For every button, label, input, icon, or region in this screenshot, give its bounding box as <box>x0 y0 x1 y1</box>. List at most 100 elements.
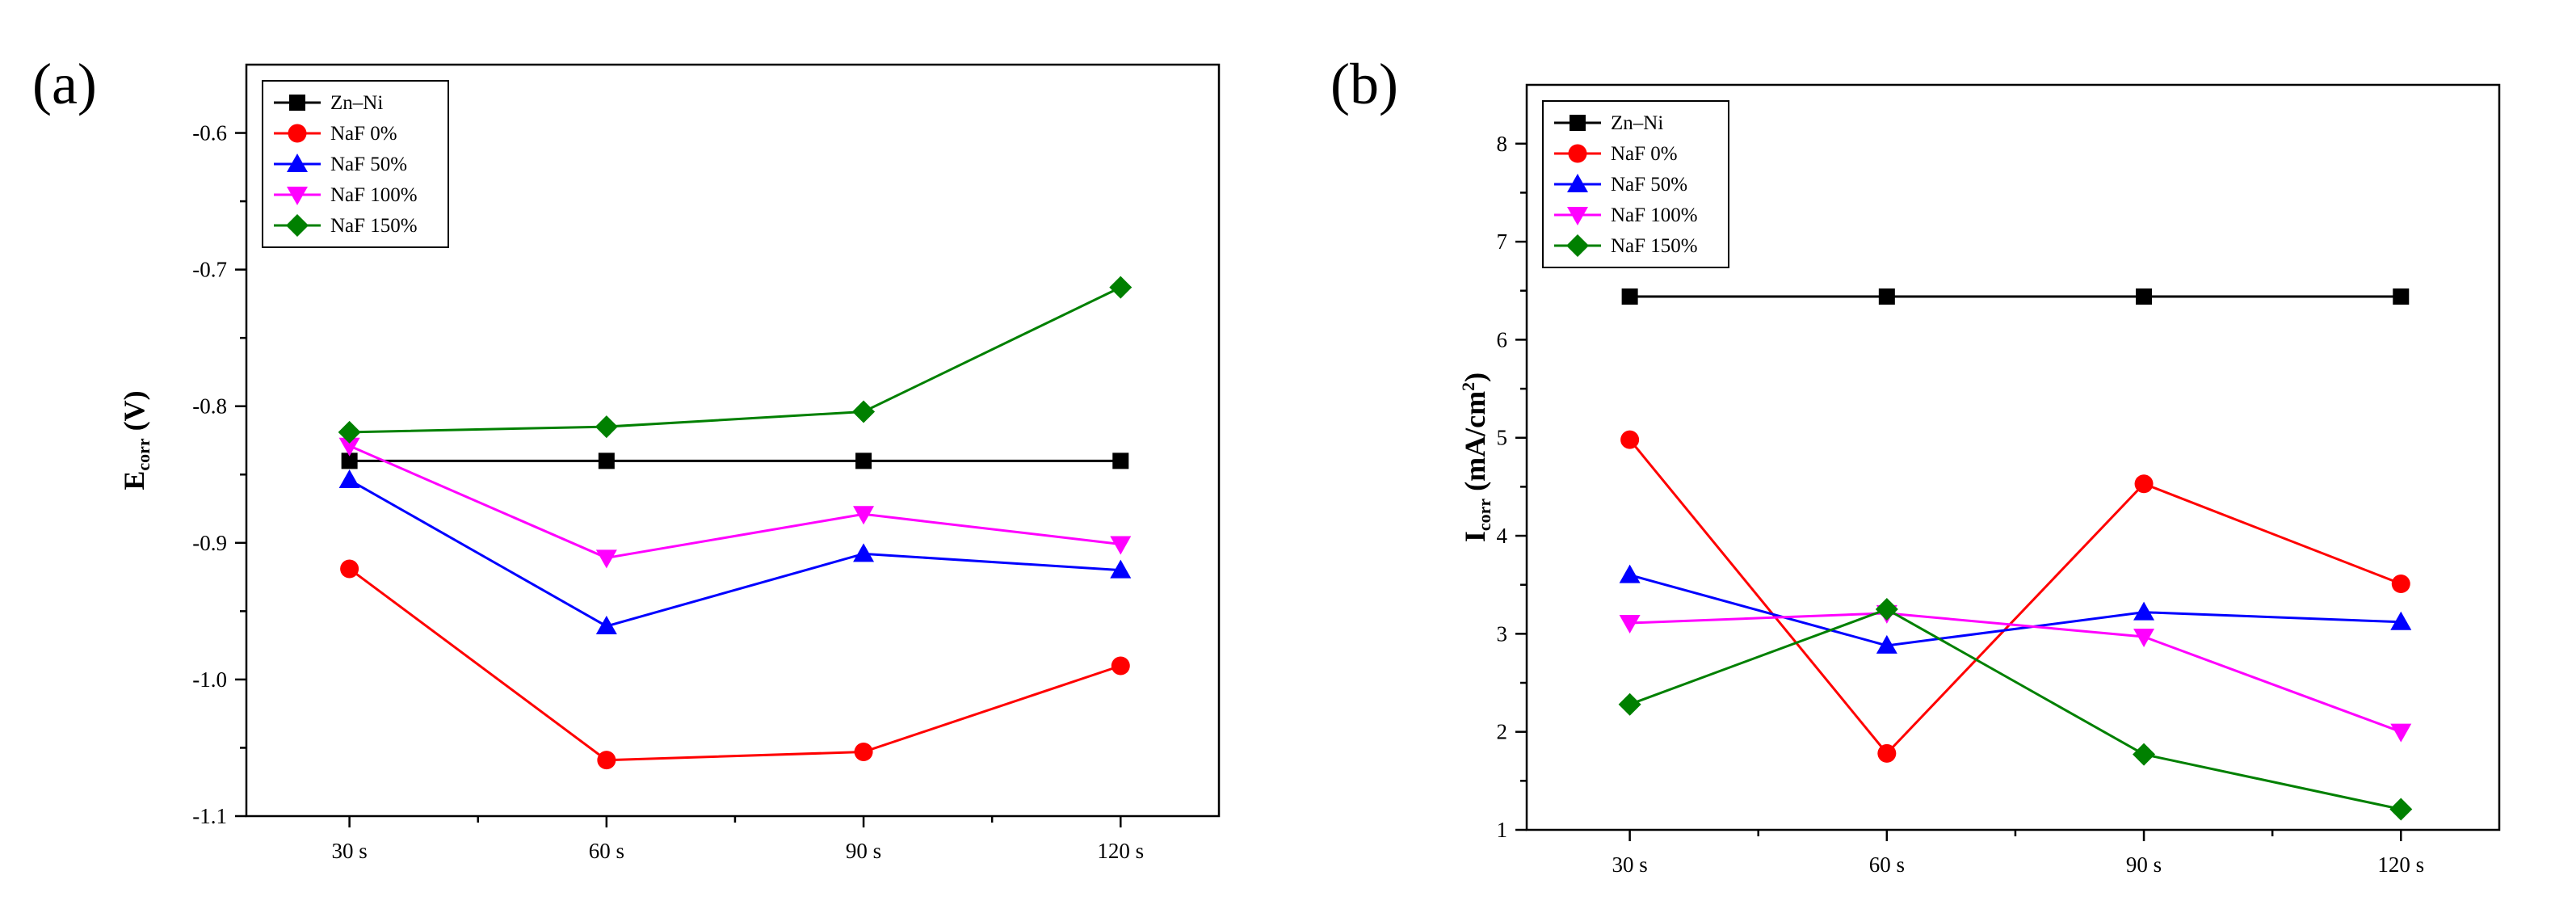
data-point <box>1875 598 1898 621</box>
legend-entry: NaF 100% <box>1554 204 1698 226</box>
legend-label: Zn–Ni <box>1611 112 1663 134</box>
data-point <box>1876 634 1897 654</box>
data-point <box>595 615 617 634</box>
legend-marker <box>286 214 309 237</box>
series-naf-150- <box>338 276 1133 444</box>
x-tick-label: 120 s <box>1097 839 1144 863</box>
x-tick-label: 90 s <box>846 839 881 863</box>
series-naf-0- <box>1620 430 2410 763</box>
series-naf-0- <box>340 559 1130 770</box>
x-tick-label: 30 s <box>331 839 367 863</box>
legend: Zn–Ni NaF 0% NaF 50% NaF 100% NaF 150% <box>262 80 449 248</box>
data-point <box>2389 798 2413 821</box>
data-point <box>1109 276 1133 299</box>
legend-marker <box>287 154 308 172</box>
y-tick-label: 7 <box>1497 229 1508 254</box>
legend-entry: NaF 50% <box>274 154 407 175</box>
y-tick-label: -0.7 <box>192 258 227 282</box>
data-point <box>1112 452 1129 469</box>
data-point <box>2391 574 2410 593</box>
legend-marker <box>289 95 305 111</box>
data-point <box>853 506 875 525</box>
legend-marker <box>1567 207 1588 225</box>
data-point <box>2390 723 2412 743</box>
legend-entry: NaF 100% <box>274 184 418 206</box>
legend-marker <box>1570 115 1586 131</box>
data-point <box>852 400 876 423</box>
x-tick-label: 120 s <box>2377 852 2424 877</box>
legend-entry: Zn–Ni <box>1554 112 1663 134</box>
series-line <box>348 478 1121 628</box>
data-point <box>1110 559 1132 579</box>
legend-label: NaF 0% <box>1611 143 1678 165</box>
data-point <box>340 559 359 579</box>
y-axis-title-main: I <box>1459 531 1491 542</box>
series-line <box>1629 612 2402 734</box>
y-tick-label: 2 <box>1497 720 1508 744</box>
y-tick-label: -1.1 <box>192 804 227 828</box>
y-axis-title-superscript: 2 <box>1458 382 1478 391</box>
data-point <box>2136 288 2153 305</box>
legend-marker <box>287 187 308 205</box>
legend-entry: NaF 0% <box>274 123 397 145</box>
x-tick-label: 60 s <box>589 839 624 863</box>
data-point <box>2133 629 2155 648</box>
series-naf-150- <box>1618 598 2413 821</box>
data-point <box>1110 536 1132 555</box>
y-axis-title-unit: (mA/cm <box>1459 391 1491 499</box>
legend-entry: NaF 50% <box>1554 174 1687 196</box>
y-tick-label: 6 <box>1497 327 1508 351</box>
series-naf-100- <box>338 437 1132 569</box>
data-point <box>338 420 361 444</box>
legend-entry: NaF 150% <box>274 214 418 237</box>
y-tick-label: 1 <box>1497 818 1508 842</box>
data-point <box>338 469 360 489</box>
y-axis-title: Ecorr (V) <box>118 390 153 490</box>
series-zn-ni <box>1621 288 2410 305</box>
legend-label: NaF 50% <box>330 154 407 175</box>
data-point <box>1111 656 1130 676</box>
data-point <box>1618 692 1641 716</box>
y-tick-label: 3 <box>1497 621 1508 646</box>
data-point <box>1621 288 1638 305</box>
series-naf-100- <box>1619 604 2412 743</box>
data-point <box>854 743 873 762</box>
series-line <box>349 286 1121 434</box>
data-point <box>2133 601 2155 621</box>
chart-panel-b: (b) 1 2 3 4 5 6 7 8 30 s 60 s 90 s 120 s Icorr (mA/cm… <box>1330 52 2501 877</box>
data-point <box>855 452 872 469</box>
y-tick-label: 8 <box>1497 132 1508 156</box>
data-point <box>2133 743 2156 766</box>
legend-entry: NaF 150% <box>1554 234 1698 257</box>
legend-marker <box>1566 234 1589 257</box>
data-point <box>595 549 617 569</box>
series-line <box>349 444 1121 559</box>
data-point <box>338 437 360 457</box>
data-point <box>2390 611 2412 630</box>
x-tick-label: 90 s <box>2126 852 2162 877</box>
data-point <box>598 452 615 469</box>
legend-entry: Zn–Ni <box>274 92 383 114</box>
legend-marker <box>1568 144 1587 163</box>
y-axis-title-subscript: corr <box>133 438 153 471</box>
data-point <box>597 751 616 770</box>
y-axis-title-unit: (V) <box>118 390 150 438</box>
panel-label: (b) <box>1330 52 1398 116</box>
series-line <box>1629 574 2402 647</box>
y-axis-title-close: ) <box>1459 373 1491 382</box>
legend-label: NaF 150% <box>330 215 418 237</box>
y-tick-label: -0.8 <box>192 394 227 419</box>
data-point <box>853 543 875 562</box>
legend-label: NaF 100% <box>330 184 418 206</box>
data-point <box>341 452 358 469</box>
x-tick-label: 60 s <box>1869 852 1905 877</box>
data-point <box>595 415 618 439</box>
data-point <box>1619 615 1641 634</box>
panel-label: (a) <box>32 52 97 116</box>
x-tick-label: 30 s <box>1612 852 1647 877</box>
chart-panel-a: (a) -1.1 -1.0 -0.9 -0.8 -0.7 -0.6 30 s 60 s 90 s 1… <box>32 52 1221 863</box>
legend-label: Zn–Ni <box>330 92 383 114</box>
series-line <box>1629 608 2402 810</box>
